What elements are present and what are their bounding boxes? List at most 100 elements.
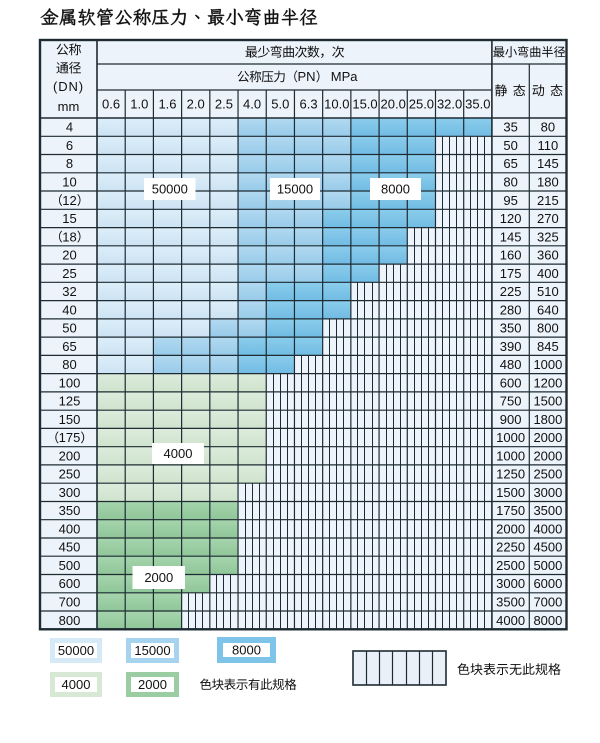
svg-text:35: 35: [503, 120, 517, 135]
svg-text:2000: 2000: [496, 522, 525, 537]
svg-text:(DN): (DN): [53, 79, 84, 94]
svg-text:845: 845: [537, 339, 559, 354]
svg-text:2000: 2000: [138, 677, 167, 692]
svg-text:4000: 4000: [164, 446, 193, 461]
svg-text:2000: 2000: [144, 570, 173, 585]
svg-text:500: 500: [59, 558, 81, 573]
svg-text:8000: 8000: [533, 613, 562, 628]
svg-text:110: 110: [538, 138, 559, 153]
svg-text:6000: 6000: [533, 576, 562, 591]
svg-text:145: 145: [537, 156, 559, 171]
svg-text:12: 12: [62, 193, 76, 208]
svg-text:3000: 3000: [533, 485, 562, 500]
svg-text:325: 325: [537, 229, 559, 244]
svg-text:PN: PN: [298, 69, 316, 84]
svg-text:4.0: 4.0: [243, 97, 261, 112]
svg-text:8000: 8000: [381, 182, 410, 197]
svg-text:8000: 8000: [232, 643, 261, 658]
svg-text:200: 200: [59, 448, 81, 463]
svg-text:750: 750: [500, 394, 522, 409]
svg-text:mm: mm: [58, 99, 80, 114]
svg-text:6.3: 6.3: [300, 97, 318, 112]
svg-text:10: 10: [62, 175, 76, 190]
svg-text:270: 270: [537, 211, 559, 226]
svg-text:3000: 3000: [496, 576, 525, 591]
svg-text:600: 600: [59, 576, 81, 591]
svg-text:15000: 15000: [277, 182, 313, 197]
svg-text:145: 145: [500, 229, 522, 244]
svg-text:450: 450: [59, 540, 81, 555]
svg-text:3500: 3500: [533, 503, 562, 518]
svg-text:1500: 1500: [496, 485, 525, 500]
svg-text:125: 125: [59, 394, 81, 409]
svg-text:100: 100: [59, 375, 81, 390]
svg-text:2.5: 2.5: [215, 97, 233, 112]
svg-text:5.0: 5.0: [271, 97, 289, 112]
svg-text:1200: 1200: [533, 375, 562, 390]
svg-text:1500: 1500: [533, 394, 562, 409]
svg-text:65: 65: [503, 156, 517, 171]
svg-text:32: 32: [62, 284, 76, 299]
svg-text:1250: 1250: [496, 467, 525, 482]
svg-text:8: 8: [66, 156, 73, 171]
svg-text:95: 95: [503, 193, 517, 208]
svg-text:15000: 15000: [134, 643, 170, 658]
svg-text:480: 480: [500, 357, 522, 372]
svg-text:20: 20: [62, 248, 76, 263]
svg-text:1.6: 1.6: [158, 97, 176, 112]
svg-text:300: 300: [59, 485, 81, 500]
svg-text:800: 800: [59, 613, 81, 628]
svg-text:160: 160: [500, 248, 522, 263]
svg-text:1750: 1750: [496, 503, 525, 518]
svg-text:900: 900: [500, 412, 522, 427]
svg-text:225: 225: [500, 284, 522, 299]
svg-text:215: 215: [537, 193, 559, 208]
svg-text:2500: 2500: [533, 467, 562, 482]
svg-text:25: 25: [62, 266, 76, 281]
svg-text:50: 50: [62, 321, 76, 336]
svg-text:65: 65: [62, 339, 76, 354]
svg-text:4500: 4500: [533, 540, 562, 555]
svg-text:120: 120: [500, 211, 522, 226]
svg-text:80: 80: [62, 357, 76, 372]
svg-text:35.0: 35.0: [465, 97, 490, 112]
svg-text:50000: 50000: [58, 643, 94, 658]
svg-text:MPa: MPa: [331, 69, 359, 84]
svg-text:700: 700: [59, 595, 81, 610]
svg-text:50: 50: [503, 138, 517, 153]
svg-text:4000: 4000: [62, 677, 91, 692]
svg-text:80: 80: [541, 120, 555, 135]
svg-text:360: 360: [537, 248, 559, 263]
svg-text:18: 18: [62, 229, 76, 244]
svg-text:400: 400: [537, 266, 559, 281]
svg-text:40: 40: [62, 302, 76, 317]
svg-text:2250: 2250: [496, 540, 525, 555]
svg-text:1000: 1000: [496, 430, 525, 445]
svg-text:800: 800: [537, 321, 559, 336]
svg-text:175: 175: [500, 266, 522, 281]
svg-text:10.0: 10.0: [324, 97, 349, 112]
svg-text:2.0: 2.0: [187, 97, 205, 112]
svg-text:15: 15: [62, 211, 76, 226]
svg-text:5000: 5000: [533, 558, 562, 573]
svg-text:7000: 7000: [533, 595, 562, 610]
svg-text:1800: 1800: [533, 412, 562, 427]
svg-text:175: 175: [59, 430, 81, 445]
svg-text:2500: 2500: [496, 558, 525, 573]
svg-text:15.0: 15.0: [352, 97, 377, 112]
svg-text:640: 640: [537, 302, 559, 317]
svg-text:2000: 2000: [533, 448, 562, 463]
svg-text:20.0: 20.0: [381, 97, 406, 112]
svg-text:6: 6: [66, 138, 73, 153]
svg-text:25.0: 25.0: [409, 97, 434, 112]
svg-text:250: 250: [59, 467, 81, 482]
svg-text:350: 350: [500, 321, 522, 336]
svg-text:4: 4: [66, 120, 73, 135]
svg-text:4000: 4000: [533, 522, 562, 537]
svg-text:510: 510: [537, 284, 559, 299]
svg-text:32.0: 32.0: [437, 97, 462, 112]
svg-text:180: 180: [537, 175, 559, 190]
svg-text:400: 400: [59, 522, 81, 537]
svg-text:350: 350: [59, 503, 81, 518]
svg-text:2000: 2000: [533, 430, 562, 445]
